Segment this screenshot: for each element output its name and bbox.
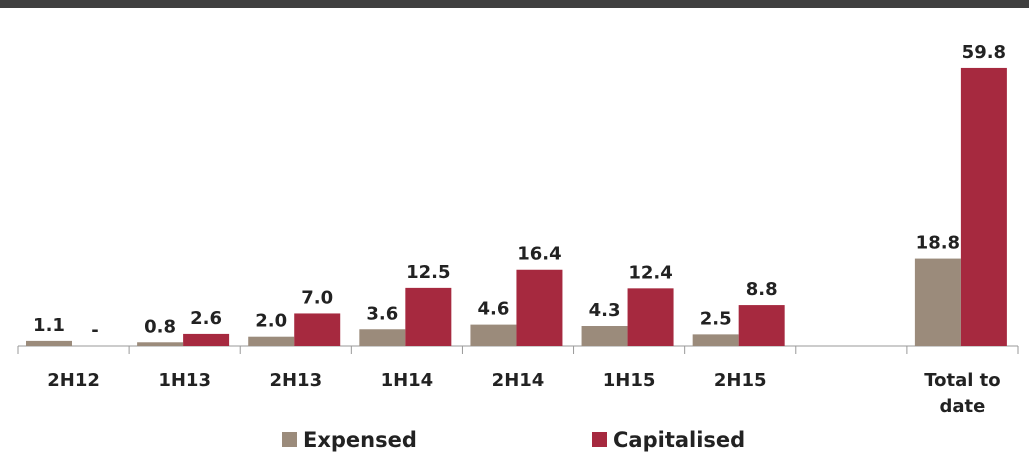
- x-tick-label: 2H14: [491, 370, 545, 391]
- data-label: 1.1: [33, 315, 65, 336]
- data-label: 12.4: [628, 262, 672, 283]
- bar: [516, 269, 563, 346]
- data-label: -: [91, 320, 98, 341]
- bar: [294, 313, 341, 346]
- data-label: 4.3: [589, 300, 621, 321]
- legend-swatch: [282, 432, 297, 447]
- bar: [960, 67, 1007, 347]
- x-tick-label: Total to date: [924, 370, 1001, 417]
- data-label: 3.6: [366, 303, 398, 324]
- x-tick-label: 1H15: [602, 370, 656, 391]
- bar: [692, 334, 739, 346]
- legend-label: Capitalised: [613, 428, 745, 452]
- data-label: 18.8: [916, 233, 960, 254]
- bar: [183, 333, 230, 346]
- data-label: 12.5: [406, 262, 450, 283]
- data-label: 7.0: [301, 287, 333, 308]
- data-label: 2.6: [190, 308, 222, 329]
- x-tick-label: 2H15: [713, 370, 767, 391]
- header-band: [0, 0, 1029, 8]
- data-label: 59.8: [962, 42, 1006, 63]
- bar: [470, 324, 517, 346]
- bar: [359, 329, 406, 346]
- bar: [26, 340, 72, 346]
- legend-label: Expensed: [303, 428, 417, 452]
- bar: [581, 326, 628, 346]
- x-tick-label: 2H12: [47, 370, 100, 391]
- data-label: 2.5: [700, 308, 732, 329]
- bar: [914, 258, 961, 346]
- bar: [627, 288, 674, 346]
- data-label: 4.6: [477, 299, 509, 320]
- bar: [137, 342, 184, 346]
- x-tick-label: 1H13: [158, 370, 211, 391]
- bar: [738, 305, 785, 346]
- data-label: 2.0: [255, 311, 287, 332]
- legend-swatch: [592, 432, 607, 447]
- x-tick-label: 2H13: [269, 370, 323, 391]
- data-label: 16.4: [517, 244, 561, 265]
- data-label: 0.8: [144, 316, 176, 337]
- x-tick-label: 1H14: [380, 370, 434, 391]
- bar: [405, 287, 452, 346]
- bar: [248, 336, 295, 346]
- data-label: 8.8: [746, 279, 778, 300]
